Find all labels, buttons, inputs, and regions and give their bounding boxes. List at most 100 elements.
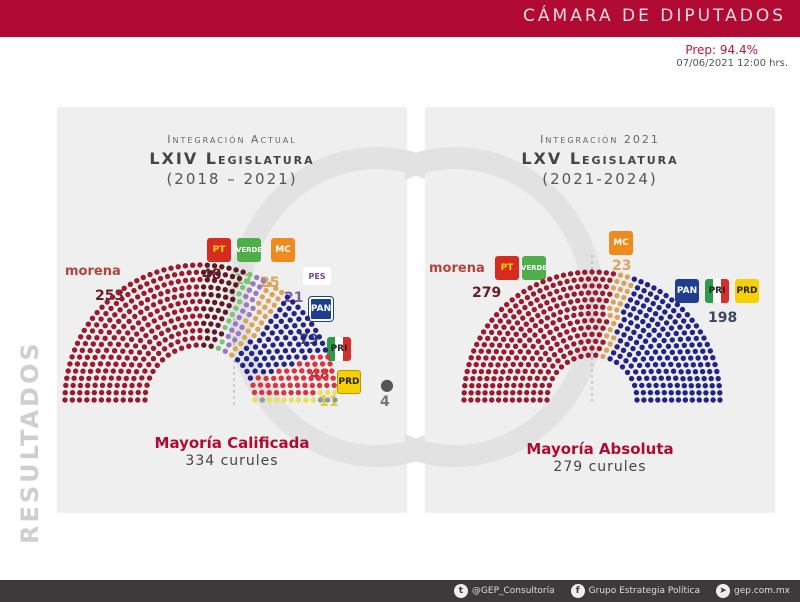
seat-pan [278, 341, 285, 348]
seat-pan-pri-prd [644, 350, 650, 356]
seat-pan-pri-prd [668, 361, 674, 368]
seat-morena [142, 397, 148, 403]
seat-morena-pt-verde [553, 369, 560, 376]
seat-pt [222, 272, 229, 278]
seat-morena-pt-verde [548, 345, 554, 352]
seat-morena-pt-verde [529, 355, 536, 362]
seat-morena-pt-verde [509, 337, 515, 343]
seat-morena-pt-verde [527, 327, 533, 333]
seat-pan-pri-prd [702, 355, 709, 361]
seat-pt [233, 282, 239, 288]
seat-morena-pt-verde [512, 343, 519, 349]
seat-morena [102, 335, 108, 341]
seat-morena-pt-verde [522, 332, 528, 338]
seat-morena [193, 342, 199, 348]
seat-pan [252, 344, 259, 350]
seat-pan [313, 327, 319, 334]
seat-morena [145, 322, 151, 328]
seat-morena [134, 331, 140, 337]
seat-morena-pt-verde [596, 297, 602, 303]
seat-morena-pt-verde [474, 341, 480, 348]
seat-morena [63, 382, 69, 389]
seat-morena-pt-verde [575, 284, 581, 290]
seat-pan-pri-prd [685, 369, 691, 375]
seat-morena [107, 341, 113, 347]
seat-morena-pt-verde [476, 383, 482, 389]
web-link[interactable]: ➤ gep.com.mx [716, 584, 790, 598]
seat-pes [256, 284, 263, 290]
seat-morena [158, 314, 164, 321]
seat-pan [296, 328, 302, 335]
seat-pan-pri-prd [678, 369, 684, 375]
seat-pan [284, 294, 291, 300]
seat-morena-pt-verde [483, 355, 489, 361]
seat-morena [74, 340, 81, 346]
seat-pan-pri-prd [624, 326, 631, 332]
seat-pri [291, 368, 297, 374]
seat-pan-pri-prd [688, 383, 694, 389]
seat-morena [197, 276, 203, 283]
seat-pes [246, 311, 252, 318]
seat-morena-pt-verde [603, 284, 609, 290]
seat-pt [230, 296, 236, 302]
seat-pan-pri-prd [689, 390, 695, 396]
seat-pan-pri-prd [634, 285, 641, 291]
seat-morena [138, 309, 144, 315]
seat-pan-pri-prd [677, 336, 684, 342]
seat-morena-pt-verde [560, 323, 566, 329]
seat-morena-pt-verde [564, 329, 570, 335]
seat-pri [317, 354, 323, 360]
twitter-link[interactable]: t @GEP_Consultoría [453, 584, 555, 598]
seat-morena [148, 311, 154, 318]
seat-morena [168, 265, 174, 271]
seat-mc [607, 341, 613, 347]
seat-morena-pt-verde [549, 375, 556, 382]
seat-morena-pt-verde [498, 306, 505, 313]
seat-morena-pt-verde [515, 292, 521, 299]
seat-pan [300, 309, 306, 316]
seat-pan-pri-prd [702, 383, 708, 389]
seat-morena-pt-verde [592, 276, 599, 282]
seat-pan-pri-prd [673, 343, 680, 349]
seat-morena [77, 382, 84, 389]
title: LXV Legislatura [521, 149, 679, 168]
seat-morena-pt-verde [589, 317, 595, 324]
seat-pan-pri-prd [626, 352, 633, 358]
seat-verde [226, 318, 232, 324]
facebook-link[interactable]: f Grupo Estrategia Política [570, 584, 700, 598]
seat-pan-pri-prd [692, 348, 698, 355]
seat-morena [186, 270, 192, 276]
seat-pan-pri-prd [638, 279, 644, 285]
seat-verde [237, 299, 243, 305]
seat-morena-pt-verde [564, 359, 571, 365]
seat-morena-pt-verde [560, 272, 567, 278]
independent-seats: 4 [380, 394, 390, 410]
seat-morena [107, 382, 113, 388]
seat-pan-pri-prd [657, 288, 663, 295]
seat-pri [271, 375, 277, 382]
seat-pan-pri-prd [667, 382, 673, 389]
seat-morena-pt-verde [483, 383, 489, 389]
seat-pan-pri-prd [628, 320, 634, 326]
seat-pt [208, 306, 214, 312]
seat-verde [219, 339, 225, 345]
seat-pt [236, 275, 243, 282]
seat-morena-pt-verde [603, 270, 609, 276]
seat-pri [259, 389, 265, 396]
seat-morena [190, 262, 196, 268]
seat-morena-pt-verde [596, 283, 602, 289]
seat-morena-pt-verde [484, 375, 490, 382]
mc-logo: MC [609, 231, 633, 255]
seat-morena [165, 352, 171, 358]
seat-mc [266, 281, 273, 287]
seat-pri [316, 382, 323, 389]
seat-pan-pri-prd [652, 311, 659, 317]
seat-pan-pri-prd [637, 294, 644, 300]
seat-morena [86, 334, 92, 340]
seat-pri [272, 382, 279, 389]
seat-pan-pri-prd [656, 368, 662, 374]
seat-morena-pt-verde [578, 353, 584, 360]
seat-morena [72, 368, 79, 374]
seat-mc [269, 291, 275, 298]
seat-morena [186, 343, 192, 349]
